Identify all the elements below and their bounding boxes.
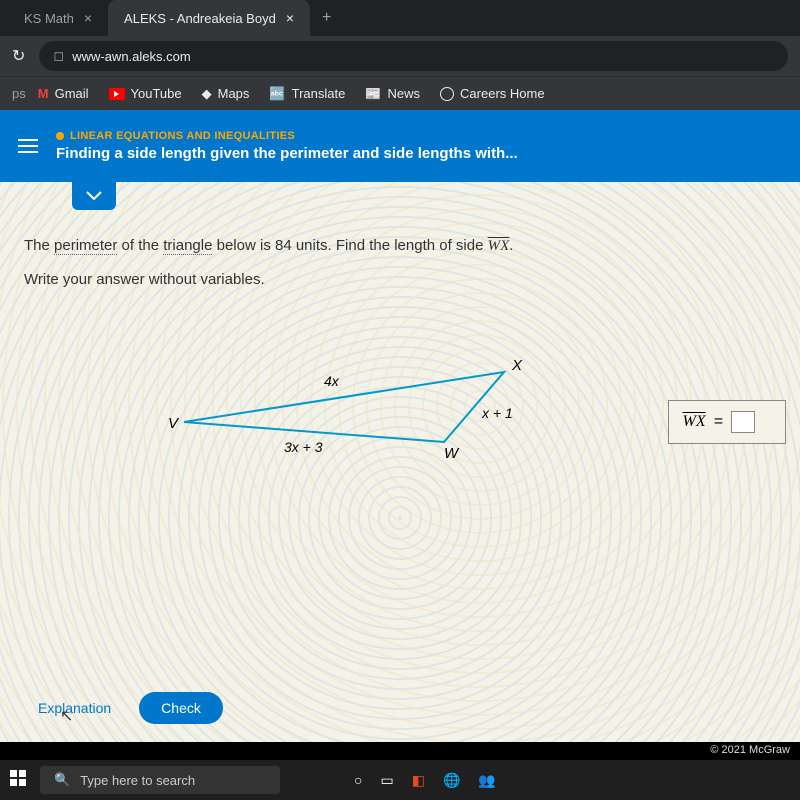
reload-icon[interactable]: ↻ <box>12 46 25 66</box>
bookmark-news[interactable]: 📰News <box>365 86 420 102</box>
triangle-shape <box>184 372 504 442</box>
figure-area: V X W 4x 3x + 3 x + 1 WX = <box>24 352 776 512</box>
taskbar-search[interactable]: 🔍 Type here to search <box>40 766 280 794</box>
bottom-buttons: Explanation ↖ Check <box>24 692 223 724</box>
windows-icon <box>10 770 26 786</box>
translate-icon: 🔤 <box>269 86 285 102</box>
office-icon[interactable]: ◧ <box>412 772 425 789</box>
windows-taskbar: 🔍 Type here to search ○ ▭ ◧ 🌐 👥 <box>0 760 800 800</box>
answer-box: WX = <box>668 400 786 444</box>
globe-icon <box>440 87 454 101</box>
bookmark-careers[interactable]: Careers Home <box>440 86 545 101</box>
taskview-icon[interactable]: ▭ <box>380 772 393 789</box>
segment-wx: WX <box>488 238 510 254</box>
breadcrumb: LINEAR EQUATIONS AND INEQUALITIES <box>56 130 518 142</box>
news-icon: 📰 <box>365 86 381 102</box>
menu-icon[interactable] <box>18 139 38 153</box>
chevron-down-icon <box>86 191 102 201</box>
close-icon[interactable]: × <box>84 10 92 26</box>
site-info-icon[interactable]: ◻ <box>53 48 64 64</box>
vertex-x: X <box>511 357 523 374</box>
address-bar: ↻ ◻ www-awn.aleks.com <box>0 36 800 76</box>
browser-tabs: KS Math × ALEKS - Andreakeia Boyd × + <box>0 0 800 36</box>
bookmark-translate[interactable]: 🔤Translate <box>269 86 345 102</box>
side-wx: x + 1 <box>481 405 513 421</box>
bookmark-gmail[interactable]: MGmail <box>38 86 89 101</box>
bookmark-maps[interactable]: ◆Maps <box>202 86 250 102</box>
tab-title: ALEKS - Andreakeia Boyd <box>124 11 276 26</box>
vertex-v: V <box>168 415 180 432</box>
term-perimeter[interactable]: perimeter <box>54 237 117 255</box>
explanation-button[interactable]: Explanation ↖ <box>24 692 125 724</box>
check-button[interactable]: Check <box>139 692 223 724</box>
header-text: LINEAR EQUATIONS AND INEQUALITIES Findin… <box>56 130 518 162</box>
answer-label: WX <box>683 413 706 431</box>
topic-title: Finding a side length given the perimete… <box>56 145 518 162</box>
teams-icon[interactable]: 👥 <box>478 772 495 789</box>
aleks-header: LINEAR EQUATIONS AND INEQUALITIES Findin… <box>0 110 800 182</box>
close-icon[interactable]: × <box>286 10 294 26</box>
maps-icon: ◆ <box>202 86 212 102</box>
term-triangle[interactable]: triangle <box>163 237 212 255</box>
search-icon: 🔍 <box>54 772 70 788</box>
bookmarks-bar: ps MGmail YouTube ◆Maps 🔤Translate 📰News… <box>0 76 800 110</box>
question-text: The perimeter of the triangle below is 8… <box>24 234 776 292</box>
chrome-icon[interactable]: 🌐 <box>443 772 460 789</box>
new-tab-button[interactable]: + <box>310 9 343 27</box>
youtube-icon <box>109 88 125 100</box>
url-host: www-awn.aleks.com <box>72 49 190 64</box>
triangle-diagram: V X W 4x 3x + 3 x + 1 <box>164 352 544 472</box>
side-vw: 3x + 3 <box>284 439 323 455</box>
expand-button[interactable] <box>72 182 116 210</box>
url-input[interactable]: ◻ www-awn.aleks.com <box>39 41 788 71</box>
gmail-icon: M <box>38 86 49 101</box>
bookmark-prefix: ps <box>12 86 26 101</box>
tab-title: KS Math <box>24 11 74 26</box>
tab-aleks[interactable]: ALEKS - Andreakeia Boyd × <box>108 0 310 36</box>
side-vx: 4x <box>324 373 340 389</box>
vertex-w: W <box>444 445 460 462</box>
answer-input[interactable] <box>731 411 755 433</box>
copyright: © 2021 McGraw <box>710 744 790 756</box>
bookmark-youtube[interactable]: YouTube <box>109 86 182 101</box>
cursor-icon: ↖ <box>60 706 73 726</box>
cortana-icon[interactable]: ○ <box>354 772 362 788</box>
tab-ksmath[interactable]: KS Math × <box>8 0 108 36</box>
task-icons: ○ ▭ ◧ 🌐 👥 <box>354 772 496 789</box>
question-line2: Write your answer without variables. <box>24 271 265 288</box>
start-button[interactable] <box>10 770 26 791</box>
content-area: The perimeter of the triangle below is 8… <box>0 182 800 742</box>
